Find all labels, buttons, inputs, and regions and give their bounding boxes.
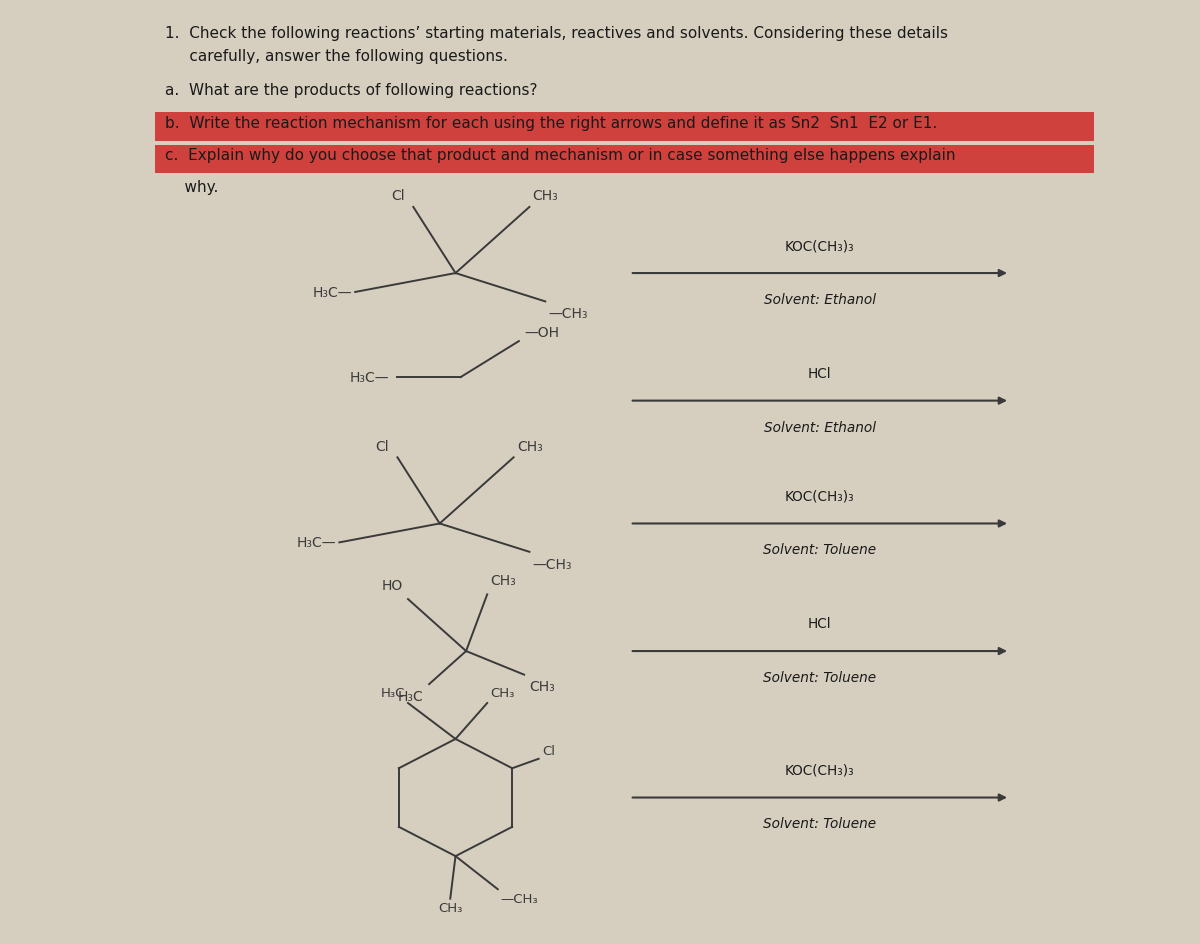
Text: H₃C: H₃C — [398, 689, 424, 703]
Text: HO: HO — [382, 578, 403, 592]
Text: Cl: Cl — [391, 189, 404, 203]
Text: Solvent: Ethanol: Solvent: Ethanol — [764, 420, 876, 434]
Text: CH₃: CH₃ — [533, 189, 558, 203]
Text: a.  What are the products of following reactions?: a. What are the products of following re… — [166, 83, 538, 98]
Text: CH₃: CH₃ — [491, 573, 516, 587]
Text: H₃C: H₃C — [380, 686, 404, 700]
Text: H₃C—: H₃C— — [296, 536, 336, 549]
Text: c.  Explain why do you choose that product and mechanism or in case something el: c. Explain why do you choose that produc… — [166, 148, 955, 163]
Text: KOC(CH₃)₃: KOC(CH₃)₃ — [785, 239, 854, 253]
Text: —CH₃: —CH₃ — [533, 557, 572, 571]
Text: Cl: Cl — [541, 744, 554, 757]
Text: Solvent: Toluene: Solvent: Toluene — [763, 670, 876, 684]
Text: CH₃: CH₃ — [517, 439, 542, 453]
Text: CH₃: CH₃ — [529, 680, 556, 694]
Text: HCl: HCl — [808, 616, 832, 631]
Text: KOC(CH₃)₃: KOC(CH₃)₃ — [785, 763, 854, 777]
Text: —CH₃: —CH₃ — [548, 307, 588, 321]
Text: b.  Write the reaction mechanism for each using the right arrows and define it a: b. Write the reaction mechanism for each… — [166, 116, 937, 131]
Text: Solvent: Toluene: Solvent: Toluene — [763, 543, 876, 557]
Text: CH₃: CH₃ — [491, 686, 515, 700]
Text: —OH: —OH — [524, 326, 559, 340]
Text: CH₃: CH₃ — [438, 902, 462, 915]
Text: KOC(CH₃)₃: KOC(CH₃)₃ — [785, 489, 854, 503]
Text: Cl: Cl — [376, 439, 389, 453]
Text: 1.  Check the following reactions’ starting materials, reactives and solvents. C: 1. Check the following reactions’ starti… — [166, 26, 948, 42]
Text: H₃C—: H₃C— — [312, 286, 352, 299]
Text: why.: why. — [166, 179, 218, 194]
Bar — [155, 145, 1094, 174]
Text: H₃C—: H₃C— — [349, 371, 389, 384]
Text: —CH₃: —CH₃ — [500, 892, 538, 905]
Text: Solvent: Toluene: Solvent: Toluene — [763, 817, 876, 831]
Bar — [155, 113, 1094, 142]
Text: carefully, answer the following questions.: carefully, answer the following question… — [166, 49, 508, 64]
Text: Solvent: Ethanol: Solvent: Ethanol — [764, 293, 876, 307]
Text: HCl: HCl — [808, 366, 832, 380]
